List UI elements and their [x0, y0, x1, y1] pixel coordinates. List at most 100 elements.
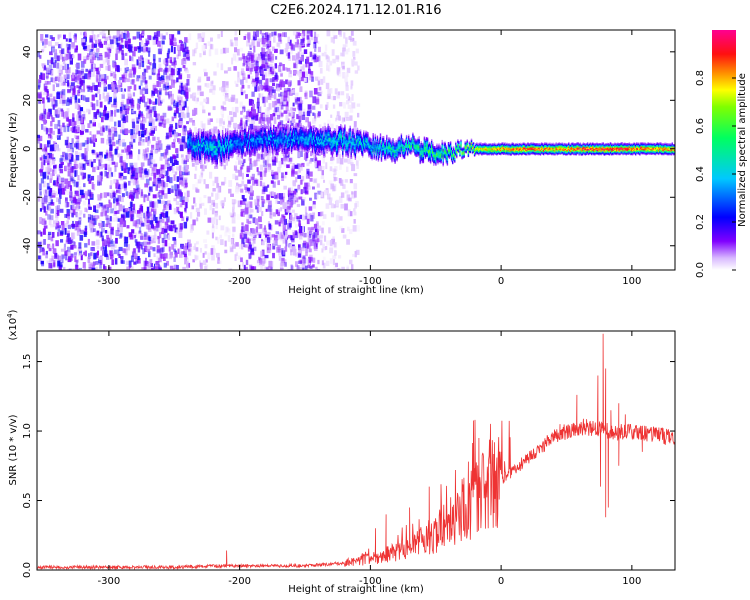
signal-cell — [232, 150, 234, 154]
signal-cell — [265, 134, 268, 138]
signal-cell — [240, 140, 243, 143]
signal-cell — [203, 146, 205, 149]
noise-cell — [192, 122, 196, 127]
noise-cell — [82, 46, 86, 50]
noise-cell — [261, 64, 266, 69]
noise-cell — [255, 60, 259, 68]
signal-cell — [260, 127, 262, 130]
signal-cell — [239, 143, 241, 146]
noise-cell — [157, 199, 161, 204]
noise-cell — [89, 68, 93, 72]
noise-cell — [342, 47, 346, 52]
signal-cell — [187, 151, 189, 155]
signal-cell — [230, 130, 232, 133]
signal-cell — [196, 142, 199, 146]
noise-cell — [38, 135, 43, 142]
noise-cell — [297, 44, 302, 50]
noise-cell — [40, 162, 43, 168]
noise-cell — [61, 48, 65, 55]
noise-cell — [309, 215, 314, 222]
noise-cell — [68, 48, 71, 55]
noise-cell — [251, 120, 256, 125]
noise-cell — [270, 56, 274, 63]
noise-cell — [296, 97, 300, 102]
signal-cell — [197, 131, 200, 134]
noise-cell — [216, 62, 219, 68]
noise-cell — [113, 127, 117, 133]
signal-cell — [267, 145, 270, 148]
noise-cell — [158, 81, 162, 88]
noise-cell — [127, 192, 130, 198]
noise-cell — [317, 259, 320, 265]
noise-cell — [241, 121, 246, 125]
signal-cell — [217, 129, 220, 132]
noise-cell — [84, 154, 88, 162]
noise-cell — [275, 56, 278, 60]
noise-cell — [181, 251, 185, 255]
signal-cell — [260, 133, 262, 136]
noise-cell — [339, 268, 342, 270]
noise-cell — [245, 237, 250, 243]
noise-cell — [130, 133, 134, 139]
noise-cell — [265, 40, 270, 46]
noise-cell — [239, 234, 243, 240]
noise-cell — [98, 159, 102, 167]
noise-cell — [220, 63, 224, 71]
noise-cell — [297, 169, 300, 176]
signal-cell — [188, 132, 190, 135]
noise-cell — [281, 172, 284, 178]
noise-cell — [163, 164, 168, 169]
signal-cell — [191, 155, 193, 159]
noise-cell — [314, 238, 319, 243]
noise-cell — [105, 151, 108, 159]
noise-cell — [89, 35, 93, 39]
noise-cell — [111, 161, 116, 165]
noise-cell — [96, 72, 101, 80]
noise-cell — [99, 262, 102, 269]
noise-cell — [217, 34, 221, 39]
noise-cell — [320, 175, 325, 180]
noise-cell — [204, 266, 207, 270]
noise-cell — [52, 169, 55, 176]
noise-cell — [236, 155, 241, 160]
noise-cell — [195, 187, 198, 192]
noise-cell — [355, 127, 358, 134]
noise-cell — [102, 125, 105, 132]
noise-cell — [247, 246, 250, 252]
signal-cell — [216, 159, 218, 163]
noise-cell — [332, 30, 336, 36]
signal-cell — [254, 134, 256, 137]
noise-cell — [165, 66, 168, 71]
noise-cell — [183, 130, 187, 136]
noise-cell — [210, 43, 213, 49]
noise-cell — [253, 235, 256, 241]
noise-cell — [61, 187, 66, 195]
signal-cell — [193, 153, 195, 156]
noise-cell — [230, 193, 234, 197]
signal-cell — [230, 132, 232, 135]
noise-cell — [124, 30, 128, 35]
signal-cell — [200, 144, 203, 147]
signal-cell — [250, 146, 252, 149]
noise-cell — [60, 155, 64, 161]
signal-cell — [207, 146, 209, 150]
noise-cell — [261, 199, 266, 204]
signal-cell — [262, 134, 265, 137]
signal-cell — [236, 131, 238, 135]
signal-cell — [263, 147, 266, 150]
noise-cell — [88, 253, 91, 260]
noise-cell — [141, 168, 144, 175]
noise-cell — [49, 127, 53, 134]
noise-cell — [268, 93, 272, 98]
noise-cell — [315, 98, 320, 105]
noise-cell — [224, 249, 228, 254]
signal-cell — [226, 157, 228, 161]
noise-cell — [312, 243, 317, 250]
signal-cell — [250, 130, 252, 133]
noise-cell — [201, 32, 206, 38]
noise-cell — [242, 225, 246, 231]
noise-cell — [103, 86, 108, 92]
signal-cell — [264, 130, 267, 133]
noise-cell — [284, 212, 288, 216]
signal-cell — [265, 138, 268, 142]
